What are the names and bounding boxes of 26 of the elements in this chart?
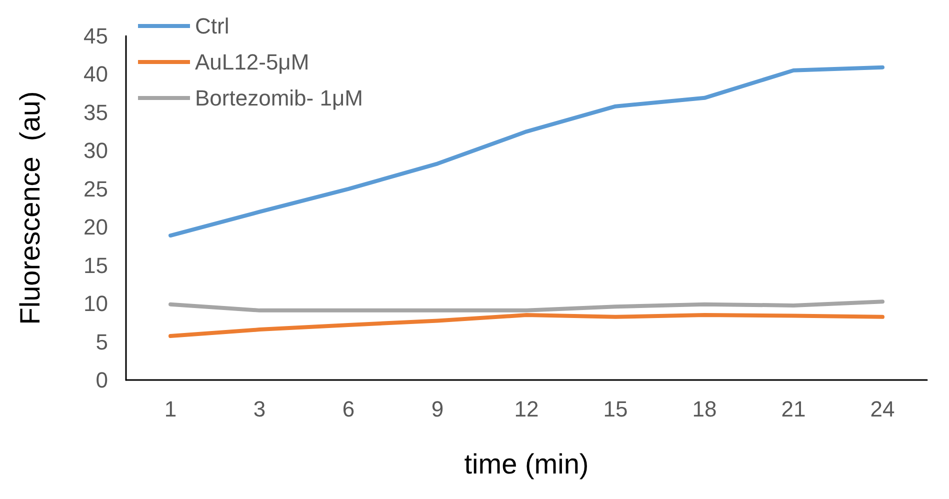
y-tick-label: 30 (84, 138, 108, 164)
x-tick-label: 6 (342, 396, 355, 422)
y-tick-label: 5 (96, 329, 108, 354)
legend-label: Bortezomib- 1μM (195, 86, 363, 110)
y-tick-label: 15 (84, 252, 108, 278)
y-tick-label: 10 (84, 291, 108, 316)
x-tick-label: 24 (870, 396, 895, 422)
x-tick-label: 21 (781, 396, 806, 422)
y-tick-label: 25 (84, 176, 108, 202)
y-tick-label: 20 (84, 214, 108, 240)
y-tick-label: 35 (84, 100, 108, 125)
x-tick-label: 12 (514, 396, 539, 422)
y-tick-label: 0 (96, 368, 108, 392)
legend-label: AuL12-5μM (195, 50, 310, 74)
x-tick-label: 3 (253, 396, 266, 422)
x-tick-label: 15 (603, 396, 628, 422)
x-tick-label: 1 (164, 396, 177, 422)
y-axis-title: Fluorescence (au) (14, 91, 46, 325)
line-series (168, 313, 884, 338)
y-tick-label: 45 (84, 24, 108, 48)
x-axis-title: time (min) (464, 448, 589, 480)
x-tick-label: 18 (692, 396, 717, 422)
y-tick-label: 40 (84, 62, 108, 87)
line-series (168, 300, 884, 312)
legend-label: Ctrl (195, 14, 230, 38)
x-tick-label: 9 (431, 396, 444, 422)
